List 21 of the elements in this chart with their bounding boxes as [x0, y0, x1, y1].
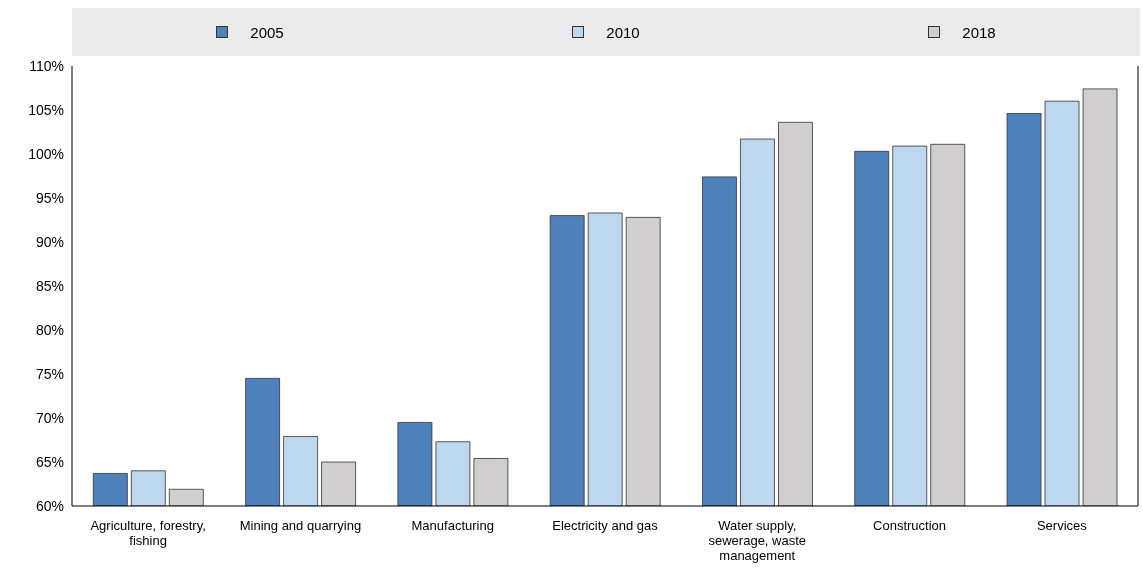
y-tick-label: 90% — [35, 233, 64, 250]
y-tick-label: 60% — [35, 497, 64, 514]
y-tick-label: 100% — [28, 145, 64, 162]
y-tick-label: 65% — [35, 453, 64, 470]
x-tick-label: Agriculture, forestry, fishing — [90, 518, 206, 548]
legend-label: 2005 — [250, 23, 284, 41]
y-tick-label: 85% — [35, 277, 64, 294]
legend-label: 2010 — [606, 23, 640, 41]
y-tick-label: 75% — [35, 365, 64, 382]
y-tick-label: 80% — [35, 321, 64, 338]
y-tick-label: 105% — [28, 101, 64, 118]
x-tick-label: Water supply, sewerage, waste management — [708, 518, 807, 563]
x-tick-label: Mining and quarrying — [239, 518, 362, 533]
legend-label: 2018 — [962, 23, 996, 41]
y-tick-label: 95% — [35, 189, 64, 206]
x-tick-label: Manufacturing — [411, 518, 494, 533]
y-tick-label: 110% — [29, 57, 64, 74]
y-tick-label: 70% — [35, 409, 64, 426]
x-tick-label: Services — [1036, 518, 1088, 533]
x-tick-label: Construction — [873, 518, 947, 533]
x-tick-label: Electricity and gas — [552, 518, 659, 533]
